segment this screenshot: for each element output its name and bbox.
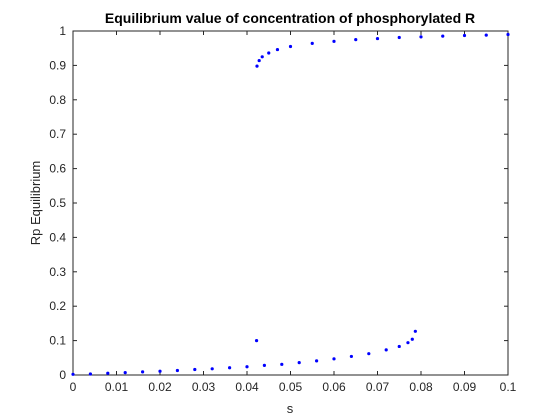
data-points (71, 32, 510, 376)
data-point (257, 58, 261, 63)
data-point (419, 35, 423, 39)
y-tick-label: 0.4 (49, 230, 66, 244)
y-tick-label: 0.3 (49, 265, 66, 279)
y-tick-label: 0.9 (49, 58, 66, 72)
y-tick-label: 0.8 (49, 93, 66, 107)
x-tick-label: 0.04 (235, 380, 259, 394)
y-axis-ticks: 0 0.1 0.2 0.3 0.4 0.5 0.6 0.7 0.8 0.9 1 (49, 24, 508, 382)
data-point (280, 362, 284, 366)
data-point (375, 36, 380, 41)
data-point (106, 371, 110, 375)
data-point (262, 363, 266, 367)
data-point (288, 44, 293, 49)
y-axis-label: Rp Equilibrium (28, 161, 43, 246)
x-tick-label: 0.09 (453, 380, 477, 394)
data-point (158, 369, 162, 373)
data-point (367, 352, 371, 356)
data-point (88, 372, 92, 376)
data-point (255, 64, 259, 68)
x-tick-label: 0.08 (409, 380, 433, 394)
data-point (297, 361, 301, 365)
data-point (354, 38, 358, 42)
data-point (406, 341, 410, 345)
data-point (210, 367, 214, 371)
data-point (275, 47, 280, 52)
data-point (332, 357, 336, 361)
y-tick-label: 0.2 (49, 299, 66, 313)
x-tick-label: 0.01 (105, 380, 129, 394)
data-point (245, 365, 249, 369)
x-tick-label: 0.07 (366, 380, 390, 394)
data-point (332, 39, 336, 43)
data-point (175, 368, 179, 373)
x-tick-label: 0.02 (148, 380, 172, 394)
x-axis-ticks: 0 0.01 0.02 0.03 0.04 0.05 0.06 0.07 0.08 0.09 0.1 (70, 31, 517, 394)
data-point (441, 34, 445, 38)
data-point (397, 344, 401, 349)
data-point (254, 339, 259, 343)
data-point (462, 33, 467, 38)
y-tick-label: 0.7 (49, 127, 66, 141)
data-point (228, 366, 232, 370)
x-tick-label: 0.03 (192, 380, 216, 394)
data-point (413, 329, 417, 333)
y-tick-label: 0.1 (49, 334, 66, 348)
x-tick-label: 0.06 (322, 380, 346, 394)
data-point (397, 35, 401, 40)
chart-title: Equilibrium value of concentration of ph… (105, 10, 475, 26)
x-tick-label: 0.1 (500, 380, 517, 394)
data-point (123, 370, 127, 375)
data-point (267, 51, 271, 55)
data-point (484, 33, 488, 37)
data-point (349, 354, 353, 359)
data-point (506, 32, 510, 37)
data-point (193, 367, 197, 372)
x-tick-label: 0 (70, 380, 77, 394)
y-tick-label: 0.5 (49, 196, 66, 210)
data-point (310, 41, 314, 45)
x-axis-label: s (287, 401, 294, 416)
data-point (260, 55, 264, 59)
y-tick-label: 1 (59, 24, 66, 38)
data-point (315, 359, 319, 363)
data-point (384, 348, 388, 352)
y-tick-label: 0.6 (49, 162, 66, 176)
data-point (410, 337, 414, 341)
data-point (141, 370, 145, 374)
data-point (71, 372, 75, 376)
y-tick-label: 0 (59, 368, 66, 382)
x-tick-label: 0.05 (279, 380, 303, 394)
